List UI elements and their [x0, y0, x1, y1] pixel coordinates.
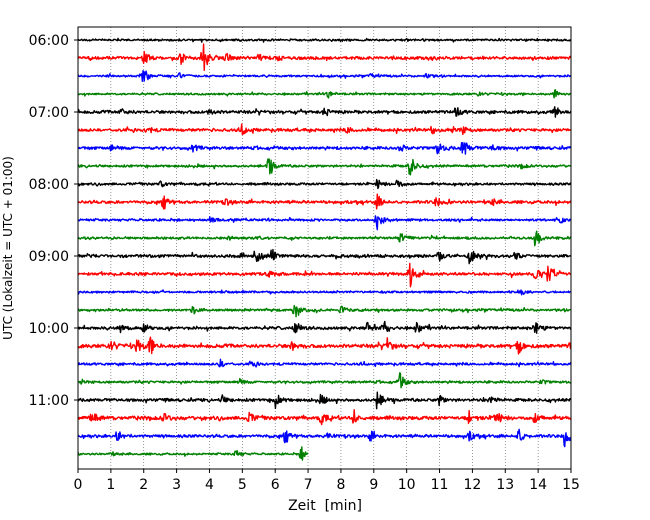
trace-row-1 — [77, 43, 572, 72]
y-tick-label: 10:00 — [29, 321, 69, 337]
trace-row-10 — [77, 215, 572, 231]
plot-frame — [77, 26, 572, 470]
trace-row-17 — [77, 336, 572, 355]
trace-row-4 — [77, 106, 572, 118]
trace-row-19 — [77, 372, 572, 389]
trace-row-15 — [77, 304, 572, 318]
y-tick-label: 06:00 — [29, 33, 69, 49]
y-tick-label: 09:00 — [29, 249, 69, 265]
x-tick-label: 1 — [106, 477, 115, 493]
trace-row-9 — [77, 193, 572, 210]
trace-row-14 — [77, 289, 572, 296]
trace-row-13 — [77, 262, 572, 288]
x-tick-label: 15 — [562, 477, 580, 493]
x-tick-label: 7 — [304, 477, 313, 493]
x-tick-label: 4 — [205, 477, 214, 493]
x-tick-label: 9 — [369, 477, 378, 493]
trace-row-8 — [77, 178, 572, 190]
trace-row-2 — [77, 70, 572, 82]
x-tick-label: 10 — [398, 477, 416, 493]
x-tick-label: 6 — [271, 477, 280, 493]
y-axis-ticks: 06:00 07:00 08:00 09:00 10:00 11:00 — [29, 33, 78, 409]
trace-row-5 — [77, 123, 572, 136]
x-tick-label: 3 — [172, 477, 181, 493]
trace-row-22 — [77, 428, 572, 448]
x-tick-label: 2 — [139, 477, 148, 493]
trace-row-11 — [77, 230, 572, 247]
trace-row-16 — [77, 320, 572, 334]
trace-row-7 — [77, 158, 572, 176]
y-tick-label: 07:00 — [29, 105, 69, 121]
y-tick-label: 08:00 — [29, 177, 69, 193]
x-tick-label: 8 — [336, 477, 345, 493]
trace-row-12 — [77, 248, 572, 265]
y-axis-label: UTC (Lokalzeit = UTC + 01:00) — [1, 156, 15, 340]
x-tick-label: 12 — [463, 477, 481, 493]
trace-row-23 — [77, 446, 309, 461]
x-tick-label: 11 — [431, 477, 449, 493]
x-axis-ticks: 0 1 2 3 4 5 6 7 8 9 10 11 12 13 14 15 — [74, 469, 580, 493]
x-tick-label: 5 — [238, 477, 247, 493]
seismogram-traces — [77, 37, 572, 461]
trace-row-18 — [77, 358, 572, 368]
x-tick-label: 0 — [74, 477, 83, 493]
x-tick-label: 13 — [496, 477, 514, 493]
trace-row-21 — [77, 409, 572, 426]
trace-row-20 — [77, 391, 572, 410]
x-tick-label: 14 — [529, 477, 547, 493]
trace-row-3 — [77, 89, 572, 99]
x-axis-label: Zeit [min] — [288, 498, 362, 514]
y-tick-label: 11:00 — [29, 393, 69, 409]
trace-row-6 — [77, 141, 572, 155]
trace-row-0 — [77, 37, 572, 43]
